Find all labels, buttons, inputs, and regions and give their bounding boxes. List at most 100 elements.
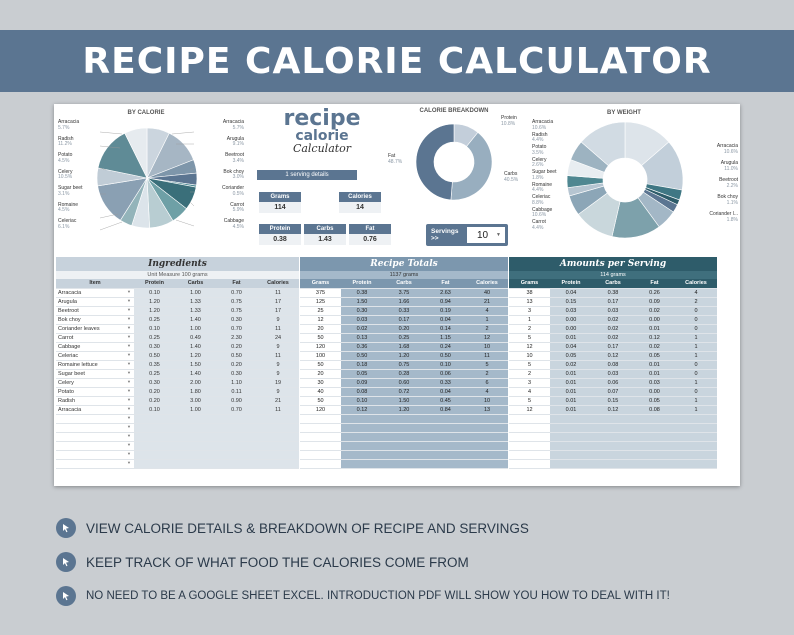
- table-cell: [300, 423, 341, 433]
- table-cell[interactable]: ▼: [56, 450, 134, 460]
- table-cell: 0.60: [383, 378, 425, 388]
- table-cell: 50: [300, 333, 341, 343]
- empty-row: [300, 450, 508, 460]
- table-cell[interactable]: Potato ▼: [56, 387, 134, 397]
- table-cell: 0.03: [592, 306, 634, 316]
- table-cell: 0.20: [134, 387, 175, 397]
- table-row: Arugula ▼ 1.20 1.33 0.75 17: [56, 297, 299, 307]
- empty-row: [509, 441, 717, 451]
- table-cell[interactable]: Arracacia ▼: [56, 288, 134, 298]
- empty-row: [509, 432, 717, 442]
- table-cell: 0: [675, 369, 717, 379]
- table-cell[interactable]: Radish ▼: [56, 396, 134, 406]
- table-row: 12 0.04 0.17 0.02 1: [509, 342, 717, 352]
- table-row: Beetroot ▼ 1.20 1.33 0.75 17: [56, 306, 299, 316]
- table-cell[interactable]: Arugula ▼: [56, 297, 134, 307]
- table-row: Celeriac ▼ 0.50 1.20 0.50 11: [56, 351, 299, 361]
- table-cell: 0.00: [550, 315, 592, 325]
- table-cell[interactable]: ▼: [56, 414, 134, 424]
- table-cell: 2.00: [175, 378, 216, 388]
- dropdown-arrow-icon[interactable]: ▼: [127, 369, 131, 375]
- table-cell[interactable]: Bok choy ▼: [56, 315, 134, 325]
- table-cell[interactable]: ▼: [56, 459, 134, 469]
- legend-label: Romaine 4.4%: [532, 181, 553, 193]
- table-cell: 0.49: [175, 333, 216, 343]
- table-cell: 19: [257, 378, 299, 388]
- table-cell: 3.00: [175, 396, 216, 406]
- dropdown-arrow-icon[interactable]: ▼: [127, 378, 131, 384]
- dropdown-arrow-icon[interactable]: ▼: [127, 450, 131, 456]
- table-cell[interactable]: Coriander leaves ▼: [56, 324, 134, 334]
- dropdown-arrow-icon[interactable]: ▼: [127, 432, 131, 438]
- table-cell: 0.03: [550, 306, 592, 316]
- table-cell[interactable]: Celery ▼: [56, 378, 134, 388]
- table-cell: [509, 414, 550, 424]
- table-row: Coriander leaves ▼ 0.10 1.00 0.70 11: [56, 324, 299, 334]
- table-cell[interactable]: Romaine lettuce ▼: [56, 360, 134, 370]
- legend-label: Sugar beet 1.8%: [532, 169, 557, 181]
- servings-label: Servings >>: [431, 228, 459, 242]
- legend-label: Potato 3.5%: [532, 144, 547, 156]
- dropdown-arrow-icon[interactable]: ▼: [127, 387, 131, 393]
- table-cell: [634, 450, 675, 460]
- table-cell: [383, 423, 425, 433]
- table-cell: 25: [300, 306, 341, 316]
- table-cell: 0.25: [134, 333, 175, 343]
- table-cell: 0.84: [425, 405, 466, 415]
- table-row: 50 0.18 0.75 0.10 5: [300, 360, 508, 370]
- table-row: 50 0.13 0.25 1.15 12: [300, 333, 508, 343]
- table-cell: 10: [509, 351, 550, 361]
- table-row: Arracacia ▼ 0.10 1.00 0.70 11: [56, 405, 299, 415]
- table-cell[interactable]: Arracacia ▼: [56, 405, 134, 415]
- table-cell: 0.06: [425, 369, 466, 379]
- table-cell: 0.05: [550, 351, 592, 361]
- dropdown-arrow-icon[interactable]: ▼: [496, 232, 501, 238]
- dropdown-arrow-icon[interactable]: ▼: [127, 396, 131, 402]
- dropdown-arrow-icon[interactable]: ▼: [127, 288, 131, 294]
- dropdown-arrow-icon[interactable]: ▼: [127, 351, 131, 357]
- table-row: 13 0.15 0.17 0.09 2: [509, 297, 717, 307]
- servings-dropdown[interactable]: 10 ▼: [467, 227, 505, 243]
- table-row: 50 0.10 1.50 0.45 10: [300, 396, 508, 406]
- dropdown-arrow-icon[interactable]: ▼: [127, 324, 131, 330]
- dropdown-arrow-icon[interactable]: ▼: [127, 405, 131, 411]
- dropdown-arrow-icon[interactable]: ▼: [127, 315, 131, 321]
- feature-text-1: VIEW CALORIE DETAILS & BREAKDOWN OF RECI…: [86, 520, 529, 536]
- table-cell[interactable]: Cabbage ▼: [56, 342, 134, 352]
- dropdown-arrow-icon[interactable]: ▼: [127, 333, 131, 339]
- dropdown-arrow-icon[interactable]: ▼: [127, 414, 131, 420]
- table-cell[interactable]: Beetroot ▼: [56, 306, 134, 316]
- table-cell: [341, 441, 383, 451]
- dropdown-arrow-icon[interactable]: ▼: [127, 297, 131, 303]
- table-cell: 0.08: [592, 360, 634, 370]
- table-cell[interactable]: Carrot ▼: [56, 333, 134, 343]
- table-cell: 0.25: [383, 333, 425, 343]
- table-cell: [300, 450, 341, 460]
- dropdown-arrow-icon[interactable]: ▼: [127, 441, 131, 447]
- table-cell[interactable]: ▼: [56, 423, 134, 433]
- table-cell: [592, 432, 634, 442]
- table-cell: 9: [257, 342, 299, 352]
- table-cell: [341, 414, 383, 424]
- table-cell: 1.10: [216, 378, 257, 388]
- dropdown-arrow-icon[interactable]: ▼: [127, 360, 131, 366]
- protein-value: 0.38: [259, 234, 301, 245]
- table-cell: [634, 414, 675, 424]
- dropdown-arrow-icon[interactable]: ▼: [127, 459, 131, 465]
- table-cell: 1: [675, 351, 717, 361]
- table-cell: 0.08: [634, 405, 675, 415]
- table-cell[interactable]: Celeriac ▼: [56, 351, 134, 361]
- table-row: Radish ▼ 0.20 3.00 0.90 21: [56, 396, 299, 406]
- dropdown-arrow-icon[interactable]: ▼: [127, 423, 131, 429]
- table-cell[interactable]: ▼: [56, 432, 134, 442]
- fat-box: Fat 0.76: [349, 224, 391, 245]
- breakdown-fat-label: Fat 48.7%: [388, 153, 403, 165]
- dropdown-arrow-icon[interactable]: ▼: [127, 342, 131, 348]
- servings-selector[interactable]: Servings >> 10 ▼: [426, 224, 508, 246]
- table-cell[interactable]: Sugar beet ▼: [56, 369, 134, 379]
- table-cell: 0.12: [592, 405, 634, 415]
- dropdown-arrow-icon[interactable]: ▼: [127, 306, 131, 312]
- table-cell: 0.13: [341, 333, 383, 343]
- table-cell: 0.00: [634, 315, 675, 325]
- table-cell[interactable]: ▼: [56, 441, 134, 451]
